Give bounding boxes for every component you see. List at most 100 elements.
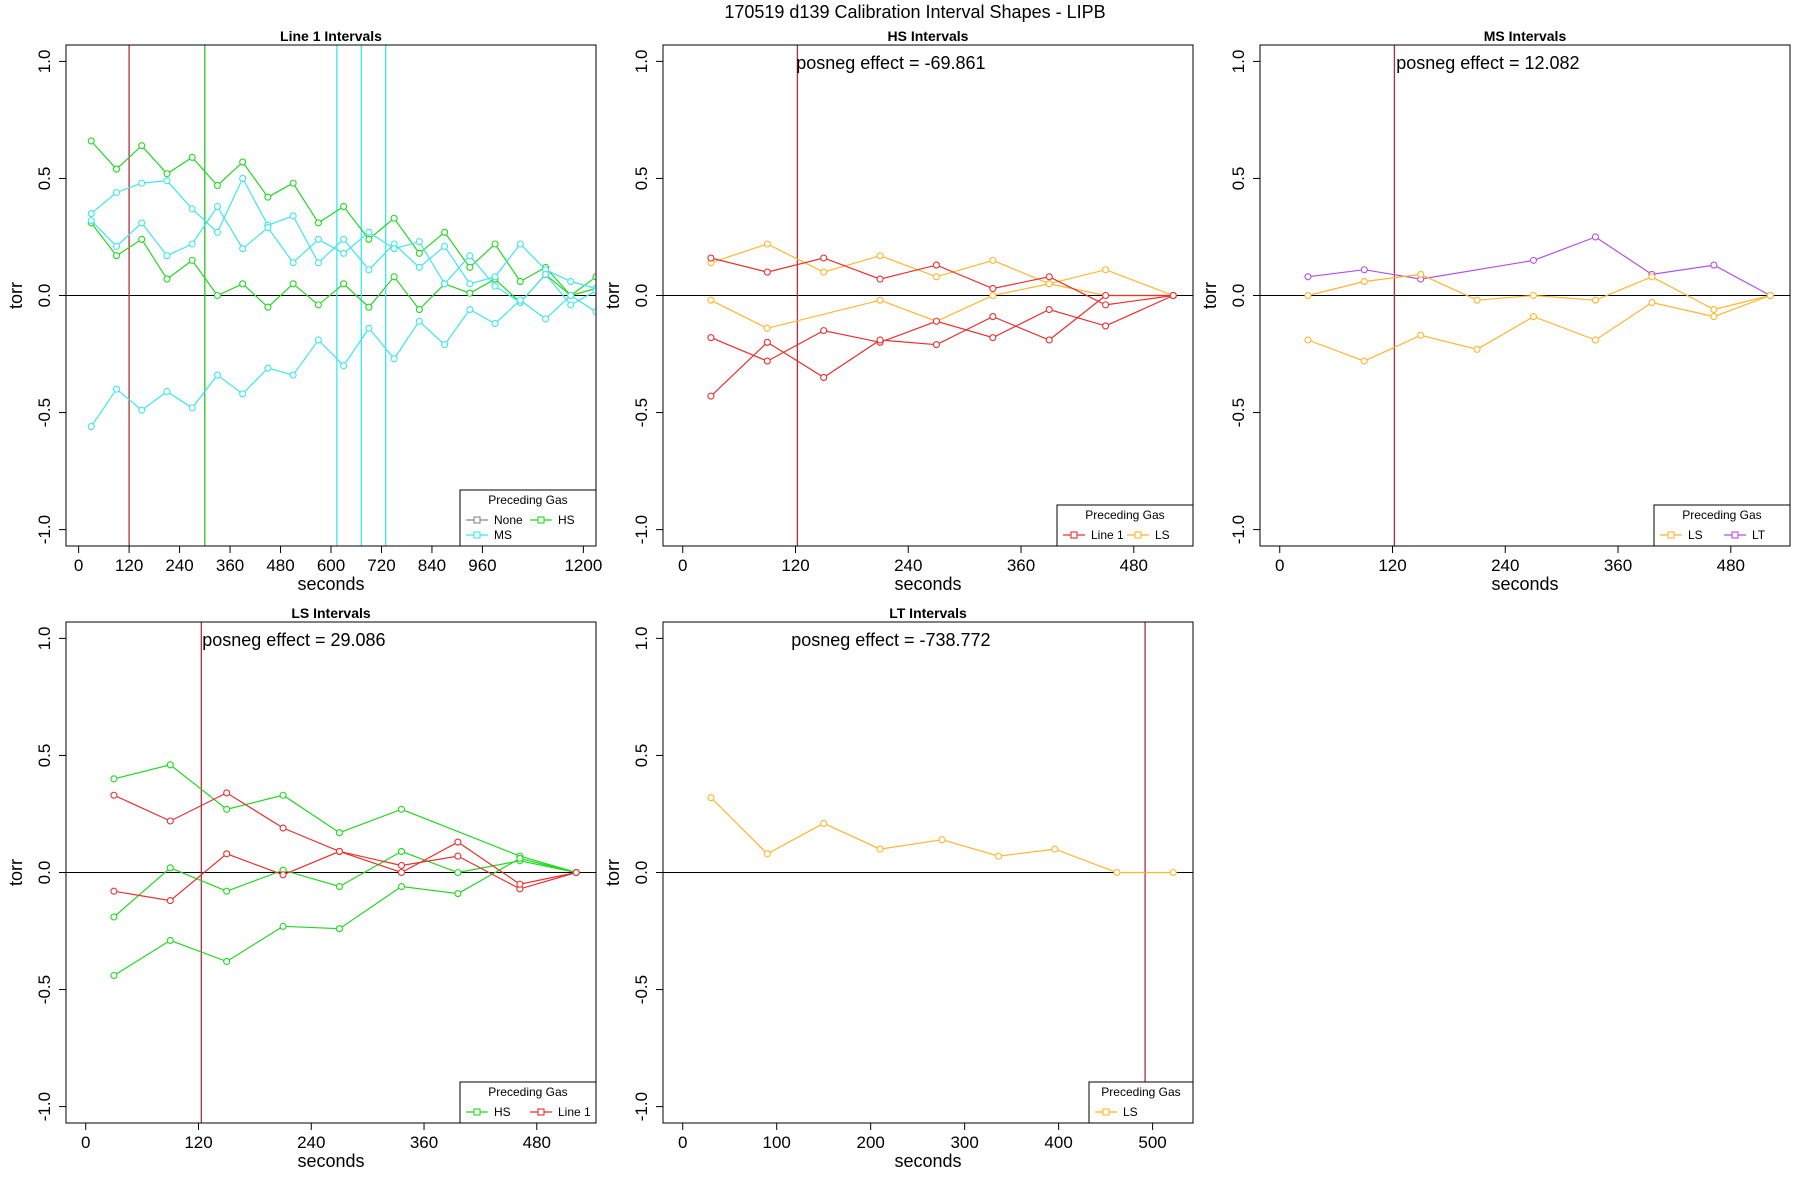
data-point (188, 256, 196, 264)
data-point (397, 847, 406, 855)
x-axis-label: seconds (894, 574, 961, 594)
x-tick-label: 480 (1120, 556, 1148, 575)
y-tick-label: 0.0 (1229, 284, 1248, 308)
legend-swatch-marker (473, 531, 481, 539)
series-line (113, 764, 577, 874)
data-point (516, 296, 524, 304)
y-tick-label: -0.5 (632, 975, 651, 1004)
x-tick-label: 240 (1491, 556, 1519, 575)
legend-swatch-marker (473, 1108, 481, 1116)
data-point (876, 296, 884, 304)
data-point (1766, 291, 1774, 300)
y-tick-label: 1.0 (1229, 50, 1248, 74)
data-point (876, 336, 884, 344)
panel-title: HS Intervals (888, 28, 969, 44)
series-line (710, 294, 1174, 397)
data-point (763, 357, 771, 365)
data-point (279, 871, 287, 879)
data-point (1473, 296, 1481, 304)
posneg-annotation: posneg effect = -69.861 (796, 53, 985, 73)
x-tick-label: 300 (950, 1133, 978, 1152)
x-tick-label: 120 (115, 556, 143, 575)
data-point (1710, 313, 1718, 321)
data-point (938, 836, 946, 844)
data-point (707, 794, 715, 802)
data-point (264, 364, 272, 372)
data-point (87, 210, 95, 218)
chart-panel: Line 1 Intervals 0 120 240 360 480 600 720 840 96… (6, 28, 602, 594)
data-point (314, 219, 322, 227)
data-point (213, 181, 221, 190)
data-point (1360, 357, 1368, 365)
data-point (516, 240, 524, 248)
data-point (820, 327, 828, 335)
data-point (213, 228, 221, 236)
data-point (1529, 291, 1538, 300)
series-line (710, 797, 1174, 874)
x-tick-label: 240 (165, 556, 193, 575)
figure-title: 170519 d139 Calibration Interval Shapes … (724, 2, 1105, 22)
posneg-annotation: posneg effect = 29.086 (202, 630, 385, 650)
data-point (441, 280, 449, 288)
y-tick-label: 1.0 (632, 627, 651, 651)
chart-panel: HS Intervals 0 120 240 360 480 -1.0 -0.5 0.0 0.5 1… (603, 28, 1194, 594)
data-point (876, 845, 884, 853)
y-tick-label: 1.0 (632, 50, 651, 74)
plot-area (663, 45, 1193, 546)
data-point (87, 217, 95, 225)
data-point (572, 868, 580, 877)
legend-entry-label: LT (1752, 528, 1766, 542)
data-point (163, 387, 171, 396)
data-point (763, 324, 771, 332)
x-tick-label: 840 (418, 556, 446, 575)
data-point (876, 252, 884, 260)
plot-frame (65, 44, 597, 547)
legend-box (1056, 504, 1194, 547)
data-point (707, 392, 715, 400)
data-point (541, 270, 550, 278)
data-point (466, 289, 474, 297)
legend-swatch-marker (537, 1108, 545, 1116)
data-point (1473, 345, 1481, 353)
data-point (541, 315, 550, 323)
data-point (112, 385, 121, 393)
data-point (166, 864, 174, 872)
data-point (365, 235, 373, 243)
data-point (763, 338, 771, 346)
legend-title: Preceding Gas (488, 1085, 567, 1099)
data-point (989, 256, 997, 264)
legend-box (1653, 504, 1791, 547)
plot-frame (1259, 44, 1791, 547)
y-tick-label: -1.0 (632, 515, 651, 544)
x-tick-label: 600 (317, 556, 345, 575)
y-tick-label: 0.0 (35, 861, 54, 885)
y-tick-label: -0.5 (35, 975, 54, 1004)
data-point (138, 406, 146, 414)
y-tick-label: 0.5 (35, 167, 54, 191)
data-point (1591, 336, 1600, 344)
data-point (466, 305, 474, 314)
legend-swatch-marker (537, 516, 545, 524)
data-point (239, 245, 247, 253)
y-axis-label: torr (1200, 282, 1220, 309)
data-point (188, 153, 196, 161)
data-point (279, 824, 287, 832)
chart-panel: MS Intervals 0 120 240 360 480 -1.0 -0.5 0.0 0.5 1… (1200, 28, 1791, 594)
data-point (415, 238, 423, 246)
data-point (365, 266, 373, 274)
panel-title: LT Intervals (889, 605, 967, 621)
data-point (112, 165, 121, 173)
x-tick-label: 360 (1007, 556, 1035, 575)
data-point (188, 240, 196, 248)
data-point (279, 791, 287, 799)
data-point (279, 922, 287, 930)
data-point (1051, 845, 1059, 853)
x-tick-label: 200 (856, 1133, 884, 1152)
data-point (213, 202, 221, 211)
data-point (1417, 331, 1425, 339)
x-tick-label: 0 (678, 1133, 687, 1152)
data-point (567, 301, 575, 309)
panel-title: MS Intervals (1484, 28, 1567, 44)
x-tick-label: 960 (468, 556, 496, 575)
legend-entry-label: None (494, 513, 523, 527)
